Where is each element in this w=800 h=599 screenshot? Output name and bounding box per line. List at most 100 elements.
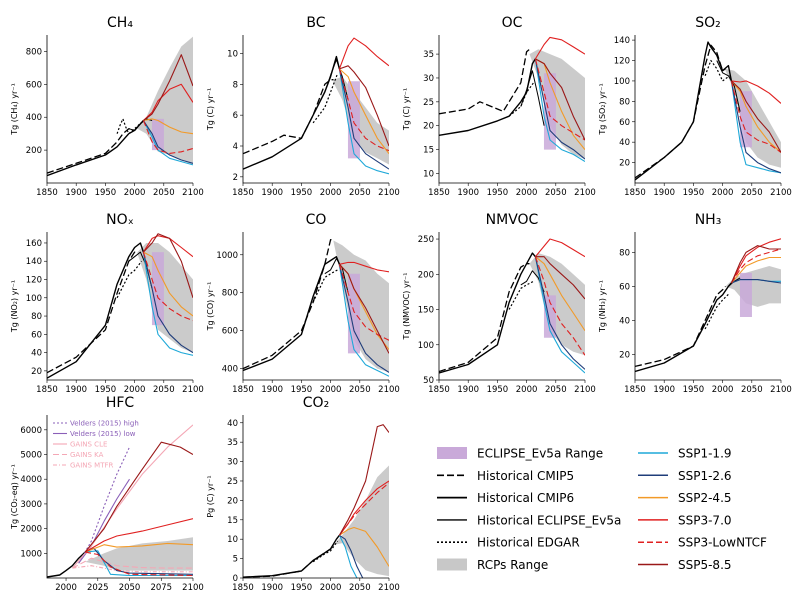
panel-title: NOₓ — [106, 212, 134, 228]
y-tick-label: 15 — [423, 146, 434, 156]
x-tick-label: 2050 — [349, 385, 371, 395]
series-ssp245 — [84, 542, 193, 553]
y-tick-label: 40 — [619, 138, 630, 148]
eclipse-range-bar — [347, 273, 360, 354]
x-tick-label: 2050 — [349, 583, 371, 593]
series-ssp3low — [338, 482, 389, 536]
x-tick-label: 2050 — [119, 583, 141, 593]
series-cmip5 — [47, 126, 138, 174]
x-tick-label: 1850 — [36, 385, 58, 395]
y-tick-label: 250 — [418, 235, 434, 245]
series-ssp370 — [534, 238, 585, 258]
series-ssp126 — [731, 279, 781, 284]
series-ssp126 — [730, 80, 781, 174]
series-ssp119 — [730, 80, 781, 174]
panel-title: CH₄ — [107, 15, 133, 31]
panel-5: 1850 1900 1950 2000 2050 2100 400 600 800 1000 CO T… — [206, 212, 400, 395]
series-ssp126 — [534, 58, 585, 160]
y-tick-label: 140 — [26, 257, 42, 267]
legend-label: SSP3-LowNTCF — [678, 536, 767, 550]
series-ssp126 — [338, 68, 389, 170]
series-ssp585 — [84, 441, 193, 553]
x-tick-label: 1900 — [261, 385, 283, 395]
x-tick-label: 2100 — [378, 385, 400, 395]
series-ssp126 — [142, 251, 193, 354]
y-tick-label: 600 — [26, 80, 42, 90]
series-ssp119 — [338, 68, 389, 175]
series-ssp370 — [84, 518, 193, 553]
series-ssp126 — [338, 264, 389, 373]
x-tick-label: 1900 — [457, 385, 479, 395]
x-tick-label: 1950 — [291, 385, 313, 395]
plot-area — [243, 37, 389, 175]
x-tick-label: 2000 — [320, 188, 342, 198]
legend-label: SSP3-7.0 — [678, 513, 732, 527]
x-tick-label: 1850 — [36, 188, 58, 198]
panel-8: 2000 2025 2050 2075 2100 1000 2000 3000 4000 5000… — [10, 395, 204, 593]
series-ssp3low — [142, 251, 193, 322]
series-eclipse — [716, 60, 741, 112]
x-tick-label: 2000 — [320, 385, 342, 395]
panel-1: 1850 1900 1950 2000 2050 2100 2 4 6 8 10 BC Tg (C) y… — [206, 15, 400, 198]
y-tick-label: 20 — [227, 496, 238, 506]
series-ssp3low — [142, 120, 193, 154]
x-tick-label: 1950 — [683, 385, 705, 395]
series-ssp3low — [534, 58, 585, 141]
panel-7: 1850 1900 1950 2000 2050 2100 20 40 60 80 NH₃ Tg (N… — [598, 212, 792, 395]
series-ssp585 — [731, 80, 781, 153]
series-cmip6 — [635, 41, 733, 181]
x-tick-label: 1900 — [653, 385, 675, 395]
x-tick-label: 2100 — [574, 188, 596, 198]
x-tick-label: 2050 — [545, 385, 567, 395]
series-cmip6 — [635, 282, 732, 373]
x-tick-label: 1950 — [291, 583, 313, 593]
rcp-range-band — [137, 243, 193, 353]
x-tick-label: 2000 — [712, 385, 734, 395]
legend-label: Historical CMIP5 — [477, 469, 574, 483]
series-ssp3low — [730, 248, 781, 284]
series-ssp3low — [84, 551, 193, 577]
x-tick-label: 2050 — [545, 188, 567, 198]
series-ssp370 — [731, 80, 781, 104]
x-tick-label: 2100 — [378, 583, 400, 593]
y-tick-label: 80 — [619, 248, 630, 258]
y-tick-label: 10 — [227, 50, 238, 60]
rcp-range-band — [333, 240, 389, 373]
x-tick-label: 2100 — [770, 385, 792, 395]
x-tick-label: 2075 — [150, 583, 172, 593]
series-cmip6 — [47, 551, 86, 578]
eclipse-range-bar — [543, 295, 556, 338]
eclipse-range-bar — [151, 252, 164, 326]
y-tick-label: 4 — [233, 142, 238, 152]
x-tick-label: 1950 — [291, 188, 313, 198]
x-tick-label: 2000 — [124, 188, 146, 198]
y-tick-label: 2 — [233, 173, 238, 183]
series-eclipse — [324, 59, 349, 100]
series-ssp126 — [534, 256, 585, 370]
x-tick-label: 1950 — [95, 385, 117, 395]
series-edgar — [508, 82, 535, 117]
y-tick-label: 80 — [619, 97, 630, 107]
x-tick-label: 1950 — [683, 188, 705, 198]
y-axis-label: Tg (CO₂-eq) yr⁻¹ — [10, 464, 19, 530]
rcp-range-band — [137, 36, 193, 165]
x-tick-label: 2025 — [87, 583, 109, 593]
x-tick-label: 2000 — [55, 583, 77, 593]
x-tick-label: 2100 — [182, 385, 204, 395]
series-cmip6 — [243, 256, 341, 372]
x-tick-label: 1900 — [653, 188, 675, 198]
series-velders_high — [78, 446, 130, 564]
y-tick-label: 200 — [418, 270, 434, 280]
series-edgar — [704, 292, 731, 330]
y-tick-label: 20 — [619, 159, 630, 169]
y-tick-label: 15 — [227, 516, 238, 526]
series-cmip5 — [439, 263, 530, 373]
y-tick-label: 400 — [26, 113, 42, 123]
series-ssp119 — [534, 58, 585, 162]
x-tick-label: 2050 — [741, 188, 763, 198]
legend-label: Historical ECLIPSE_Ev5a — [477, 513, 621, 527]
legend-label: SSP1-1.9 — [678, 447, 732, 461]
series-ssp3low — [730, 80, 781, 153]
y-tick-label: 0 — [233, 574, 238, 584]
x-tick-label: 1950 — [95, 188, 117, 198]
